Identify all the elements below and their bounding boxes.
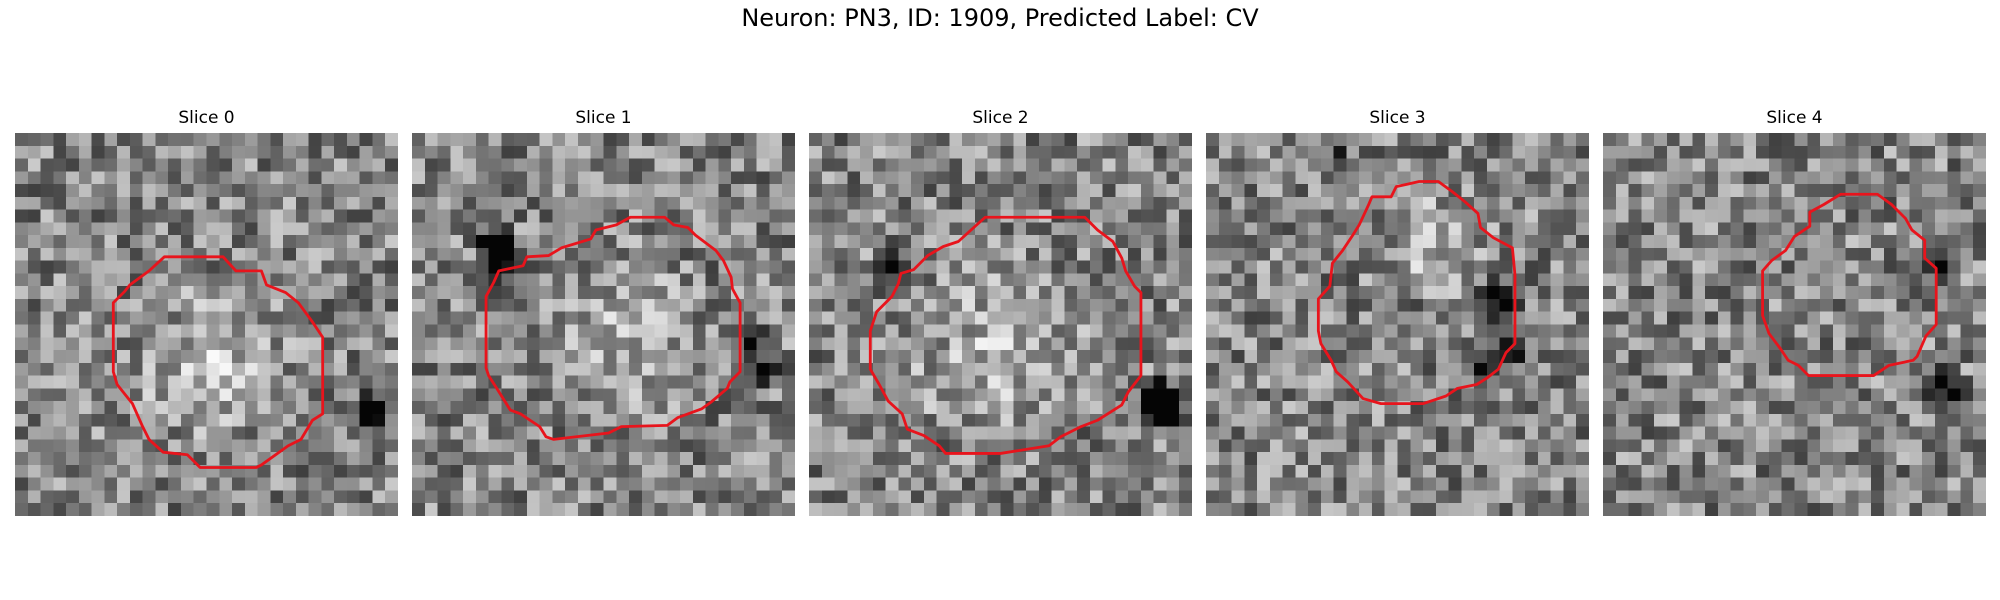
slice-title: Slice 1	[575, 108, 632, 128]
roi-outline	[484, 215, 742, 441]
slice-title: Slice 0	[178, 108, 235, 128]
pixel-grid	[15, 133, 398, 516]
slice-title: Slice 4	[1766, 108, 1823, 128]
roi-outline	[1316, 180, 1517, 406]
slice-image	[412, 133, 795, 516]
slice-panel: Slice 4	[1603, 106, 1986, 516]
pixel-grid	[1603, 133, 1986, 516]
pixel-grid	[809, 133, 1192, 516]
pixel-grid	[412, 133, 795, 516]
slice-panel: Slice 2	[809, 106, 1192, 516]
roi-outline	[868, 215, 1143, 455]
roi-outline	[111, 255, 325, 469]
roi-outline	[1761, 192, 1938, 377]
slice-image	[809, 133, 1192, 516]
slice-title: Slice 2	[972, 108, 1029, 128]
pixel-grid	[1206, 133, 1589, 516]
figure-title: Neuron: PN3, ID: 1909, Predicted Label: …	[741, 4, 1259, 32]
slice-panel: Slice 3	[1206, 106, 1589, 516]
slice-panel: Slice 1	[412, 106, 795, 516]
slice-title: Slice 3	[1369, 108, 1426, 128]
slice-image	[1603, 133, 1986, 516]
slice-panel: Slice 0	[15, 106, 398, 516]
slice-image	[1206, 133, 1589, 516]
slice-image	[15, 133, 398, 516]
